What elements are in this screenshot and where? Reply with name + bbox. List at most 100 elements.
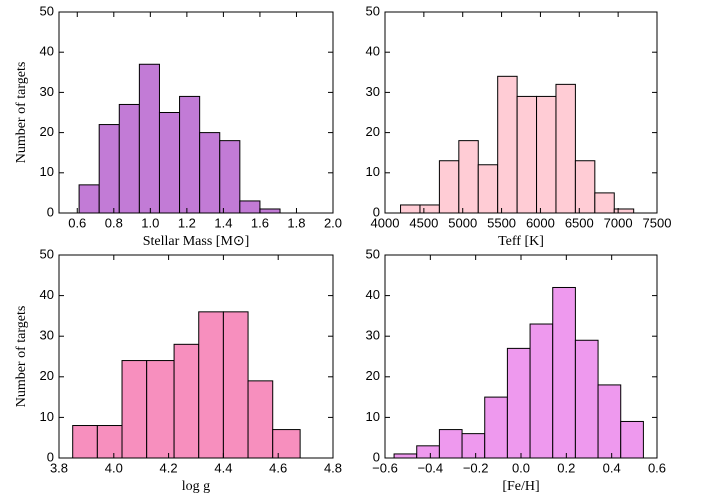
x-axis-label: Stellar Mass [M⊙] — [143, 234, 250, 249]
bar — [438, 160, 460, 214]
bar — [536, 95, 557, 214]
x-tick-label: 0.0 — [512, 460, 530, 475]
bar — [146, 360, 175, 459]
y-tick-label: 0 — [373, 204, 380, 219]
bar — [247, 380, 274, 459]
bar — [98, 124, 120, 214]
bar — [199, 132, 221, 214]
y-tick-label: 40 — [40, 287, 54, 302]
y-axis-label: Number of targets — [14, 306, 29, 408]
bar — [597, 384, 622, 459]
y-tick-label: 40 — [366, 44, 380, 59]
y-tick-label: 30 — [366, 84, 380, 99]
bar — [259, 208, 281, 214]
x-tick-label: 4.0 — [105, 460, 123, 475]
bar — [121, 360, 148, 459]
y-tick-label: 50 — [40, 3, 54, 18]
x-tick-label: 5000 — [448, 215, 477, 230]
bar — [497, 75, 518, 214]
bar — [529, 323, 554, 459]
bar — [574, 339, 599, 459]
bar — [458, 140, 479, 214]
y-tick-label: 50 — [366, 3, 380, 18]
x-tick-label: 0.6 — [648, 460, 666, 475]
x-tick-label: 1.4 — [214, 215, 232, 230]
x-tick-label: 1.2 — [178, 215, 196, 230]
y-tick-label: 10 — [366, 164, 380, 179]
x-tick-label: 0.2 — [557, 460, 575, 475]
bar — [198, 311, 224, 459]
y-tick-label: 30 — [40, 328, 54, 343]
y-tick-label: 10 — [40, 409, 54, 424]
y-tick-label: 0 — [47, 449, 54, 464]
bar — [477, 164, 499, 214]
bar — [393, 453, 418, 459]
x-tick-label: −0.6 — [372, 460, 398, 475]
x-axis-label: Teff [K] — [498, 234, 544, 249]
axes-frame — [58, 254, 334, 459]
bar — [400, 204, 421, 214]
x-tick-label: 0.8 — [105, 215, 123, 230]
y-tick-label: 10 — [40, 164, 54, 179]
y-tick-label: 50 — [40, 246, 54, 261]
bar — [416, 445, 440, 459]
y-tick-label: 0 — [373, 449, 380, 464]
y-tick-label: 20 — [40, 368, 54, 383]
x-axis-label: [Fe/H] — [502, 479, 539, 494]
bar — [158, 112, 181, 214]
y-tick-label: 40 — [40, 44, 54, 59]
y-axis-label: Number of targets — [14, 62, 29, 164]
bar — [96, 425, 123, 459]
x-tick-label: 4.2 — [160, 460, 178, 475]
bar — [138, 63, 160, 214]
bar — [552, 286, 576, 459]
bar — [78, 184, 100, 214]
bar — [419, 204, 440, 214]
x-tick-label: 0.6 — [68, 215, 86, 230]
bar — [516, 95, 538, 214]
x-tick-label: −0.2 — [463, 460, 489, 475]
bar — [594, 192, 615, 214]
x-tick-label: 1.0 — [141, 215, 159, 230]
bar — [506, 347, 531, 459]
y-tick-label: 50 — [366, 246, 380, 261]
y-tick-label: 10 — [366, 409, 380, 424]
y-tick-label: 20 — [366, 368, 380, 383]
y-tick-label: 0 — [47, 204, 54, 219]
x-tick-label: 4.6 — [269, 460, 287, 475]
x-tick-label: 6000 — [526, 215, 555, 230]
x-axis-label: log g — [182, 479, 210, 494]
bar — [72, 425, 98, 459]
bar — [272, 429, 301, 459]
bar — [574, 160, 596, 214]
axes-frame — [58, 11, 334, 214]
bar — [239, 200, 261, 214]
bar — [173, 343, 200, 459]
x-tick-label: 4.4 — [214, 460, 232, 475]
x-tick-label: 7000 — [604, 215, 633, 230]
x-tick-label: 7500 — [643, 215, 672, 230]
x-tick-label: −0.4 — [417, 460, 443, 475]
bar — [461, 433, 486, 459]
bar — [179, 95, 201, 214]
y-tick-label: 40 — [366, 287, 380, 302]
x-tick-label: 2.0 — [324, 215, 342, 230]
axes-frame — [384, 11, 658, 214]
bar — [222, 311, 249, 459]
bar — [613, 208, 635, 214]
x-tick-label: 4500 — [409, 215, 438, 230]
y-tick-label: 30 — [40, 84, 54, 99]
x-tick-label: 1.6 — [251, 215, 269, 230]
x-tick-label: 1.8 — [287, 215, 305, 230]
bar — [555, 83, 576, 214]
bar — [118, 103, 140, 214]
bar — [620, 420, 644, 459]
bar — [484, 396, 508, 459]
y-tick-label: 20 — [366, 124, 380, 139]
y-tick-label: 20 — [40, 124, 54, 139]
bar — [438, 429, 463, 459]
bar — [219, 140, 241, 214]
x-tick-label: 4.8 — [324, 460, 342, 475]
x-tick-label: 0.4 — [603, 460, 621, 475]
